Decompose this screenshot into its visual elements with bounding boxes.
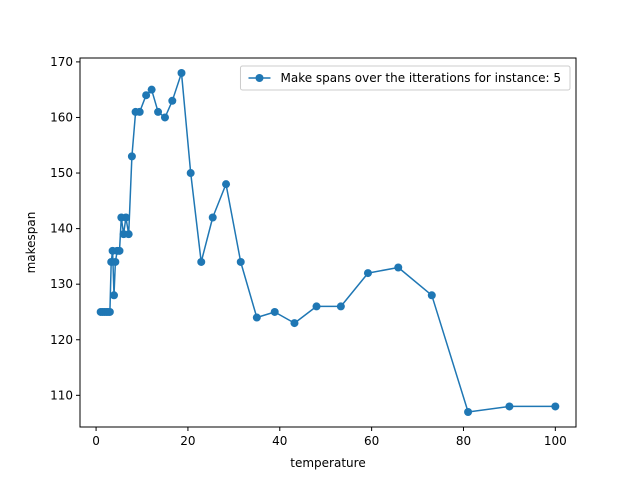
- data-point: [115, 246, 124, 255]
- data-point: [427, 291, 436, 300]
- x-tick-label: 40: [272, 434, 287, 448]
- data-point: [111, 257, 120, 266]
- x-tick-label: 100: [544, 434, 567, 448]
- data-point: [236, 257, 245, 266]
- data-point: [135, 107, 144, 116]
- legend-label: Make spans over the itterations for inst…: [280, 71, 561, 85]
- axes-frame: [79, 57, 577, 428]
- y-tick-label: 140: [50, 222, 73, 236]
- data-point: [197, 257, 206, 266]
- data-point: [124, 230, 133, 239]
- y-tick-label: 130: [50, 277, 73, 291]
- data-point: [290, 319, 299, 328]
- legend: Make spans over the itterations for inst…: [239, 65, 571, 91]
- data-point: [121, 213, 130, 222]
- data-point: [394, 263, 403, 272]
- data-point: [363, 269, 372, 278]
- axes-layer: 0 20 40 60 80 100 110 120 130 140 150 160 170: [50, 55, 577, 448]
- x-tick-label: 80: [456, 434, 471, 448]
- y-tick-label: 170: [50, 55, 73, 69]
- data-point: [154, 107, 163, 116]
- data-point: [168, 96, 177, 105]
- data-point: [336, 302, 345, 311]
- data-point: [270, 307, 279, 316]
- data-point: [186, 169, 195, 178]
- data-point: [312, 302, 321, 311]
- data-point: [160, 113, 169, 122]
- series-layer: [96, 69, 560, 416]
- data-point: [464, 407, 473, 416]
- y-tick-label: 160: [50, 110, 73, 124]
- x-tick-label: 0: [92, 434, 100, 448]
- legend-box: [239, 65, 571, 91]
- y-axis-label: makespan: [24, 212, 38, 274]
- x-axis-label: temperature: [290, 456, 365, 470]
- y-tick-label: 150: [50, 166, 73, 180]
- data-point: [109, 291, 118, 300]
- y-tick-label: 110: [50, 388, 73, 402]
- data-point: [147, 85, 156, 94]
- data-point: [208, 213, 217, 222]
- y-tick-label: 120: [50, 333, 73, 347]
- x-tick-label: 20: [180, 434, 195, 448]
- data-point: [222, 180, 231, 189]
- legend-marker-swatch: [255, 74, 264, 82]
- data-point: [127, 152, 136, 161]
- data-point: [252, 313, 261, 322]
- data-point: [551, 402, 560, 411]
- data-point: [105, 307, 114, 316]
- data-point: [142, 91, 151, 100]
- x-tick-label: 60: [364, 434, 379, 448]
- data-point: [505, 402, 514, 411]
- data-point: [177, 69, 186, 78]
